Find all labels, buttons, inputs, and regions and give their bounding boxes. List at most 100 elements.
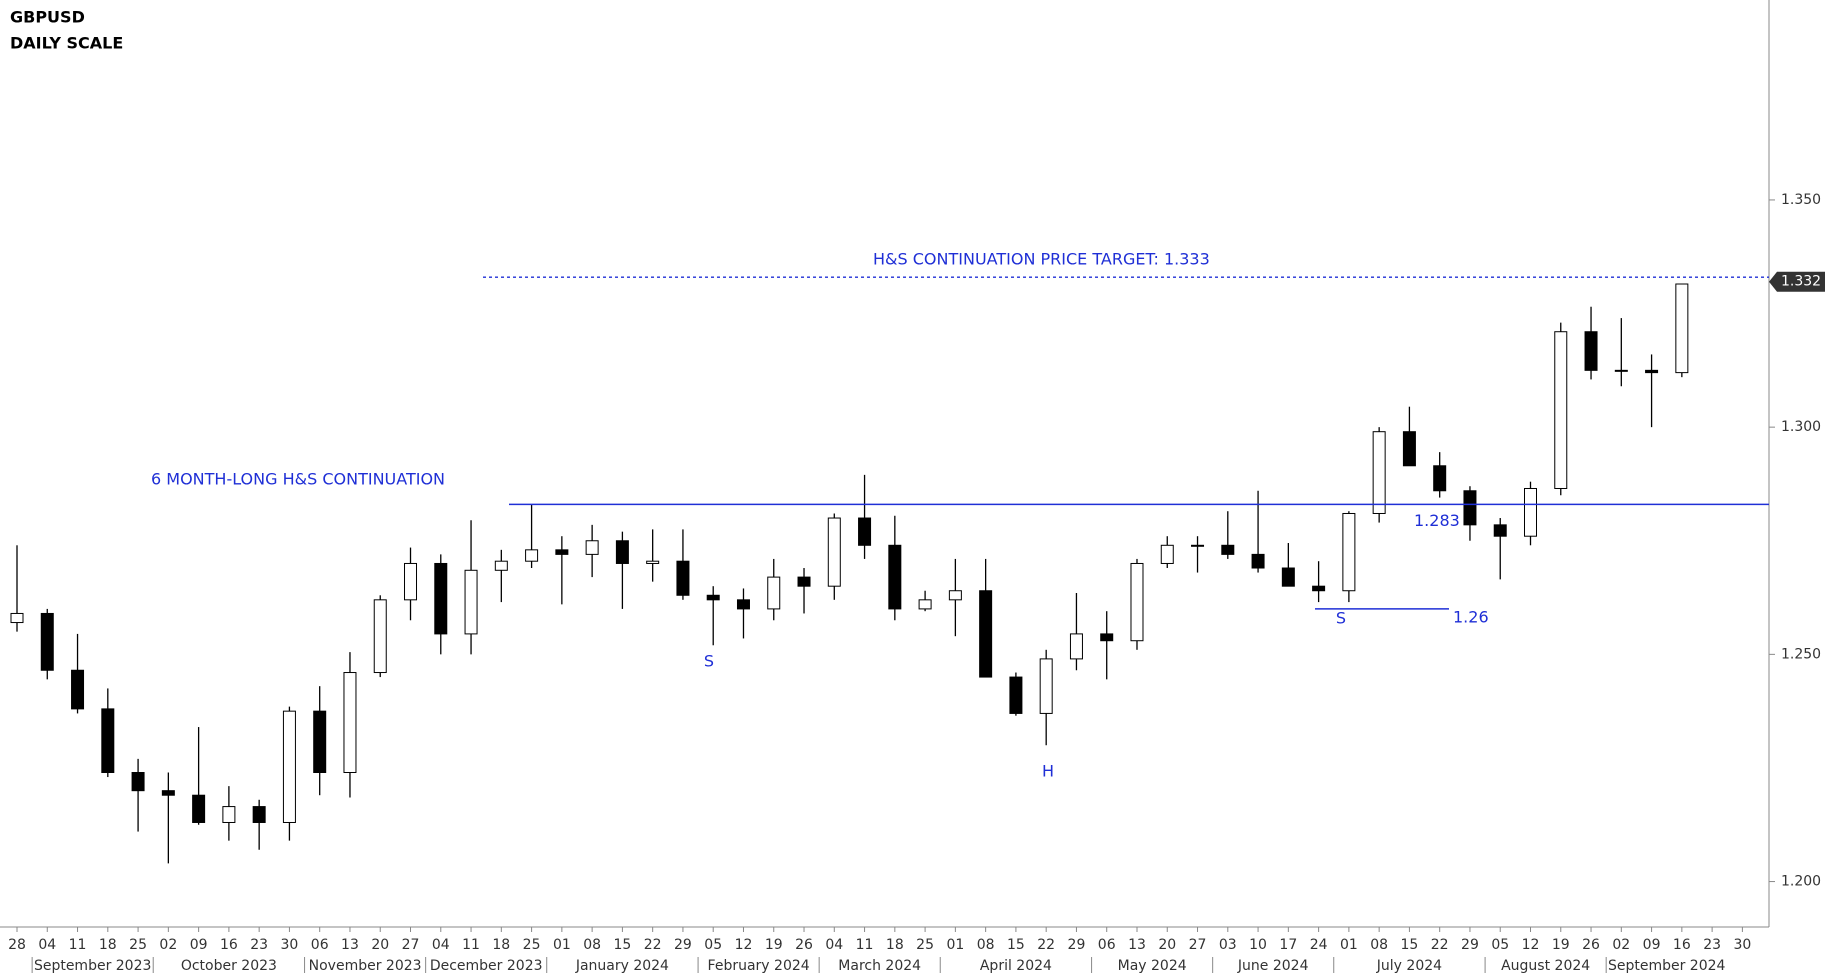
candle-body	[979, 590, 993, 678]
candle-body	[101, 708, 115, 773]
candle-body	[1463, 490, 1477, 526]
x-tick-label: 25	[129, 937, 147, 953]
candle-body	[736, 599, 750, 610]
x-tick-label: 19	[1552, 937, 1570, 953]
x-tick-label: 26	[795, 937, 813, 953]
x-tick-label: 27	[1189, 937, 1207, 953]
candle-body	[1372, 431, 1386, 514]
x-tick-label: 04	[825, 937, 843, 953]
candle-body	[343, 672, 357, 774]
candle-body	[434, 562, 448, 635]
candle-body	[40, 612, 54, 671]
x-tick-label: 01	[1340, 937, 1358, 953]
candle-body	[585, 540, 599, 555]
x-tick-label: 20	[1158, 937, 1176, 953]
x-tick-label: 01	[553, 937, 571, 953]
x-tick-label: 29	[1068, 937, 1086, 953]
x-tick-label: 16	[220, 937, 238, 953]
candle-body	[1221, 544, 1235, 555]
x-tick-label: 11	[856, 937, 874, 953]
candle-body	[676, 560, 690, 596]
x-tick-label: 15	[613, 937, 631, 953]
x-tick-label: 08	[1370, 937, 1388, 953]
x-tick-label: 05	[1491, 937, 1509, 953]
annotation: H&S CONTINUATION PRICE TARGET: 1.333	[873, 250, 1210, 269]
x-tick-label: 15	[1401, 937, 1419, 953]
month-label: July 2024	[1376, 958, 1442, 973]
month-label: November 2023	[309, 958, 422, 973]
candle-body	[615, 540, 629, 564]
x-tick-label: 28	[8, 937, 26, 953]
x-tick-label: 30	[1733, 937, 1751, 953]
candle-body	[313, 710, 327, 774]
x-tick-label: 11	[462, 937, 480, 953]
candle-body	[1433, 465, 1447, 492]
candle-body	[948, 590, 962, 601]
candle-body	[404, 562, 418, 601]
x-tick-label: 16	[1673, 937, 1691, 953]
price-tag	[1769, 271, 1825, 292]
candle-body	[767, 576, 781, 610]
candle-body	[161, 790, 175, 796]
x-tick-label: 06	[311, 937, 329, 953]
candle-body	[888, 544, 902, 610]
x-tick-label: 25	[523, 937, 541, 953]
candle-body	[252, 806, 266, 823]
x-tick-label: 03	[1219, 937, 1237, 953]
candle-body	[1281, 567, 1295, 587]
candle-body	[1402, 431, 1416, 467]
month-label: March 2024	[838, 958, 921, 973]
x-tick-label: 12	[735, 937, 753, 953]
candle-body	[1524, 487, 1537, 537]
candle-body	[464, 569, 478, 635]
candle-body	[222, 806, 236, 823]
x-tick-label: 19	[765, 937, 783, 953]
candle-body	[1069, 633, 1083, 660]
month-label: February 2024	[708, 958, 810, 973]
month-label: September 2024	[1608, 958, 1726, 973]
x-tick-label: 18	[886, 937, 904, 953]
candle-body	[71, 669, 85, 710]
candle-body	[1191, 544, 1205, 547]
month-label: August 2024	[1501, 958, 1590, 973]
candle-body	[1251, 553, 1265, 569]
x-tick-label: 20	[371, 937, 389, 953]
candle-body	[192, 794, 206, 823]
candle-body	[282, 710, 296, 823]
candle-body	[918, 599, 932, 610]
x-tick-label: 22	[1037, 937, 1055, 953]
x-tick-label: 17	[1279, 937, 1297, 953]
x-tick-label: 12	[1522, 937, 1540, 953]
x-tick-label: 09	[1643, 937, 1661, 953]
y-tick-label: 1.200	[1781, 874, 1821, 890]
month-label: June 2024	[1237, 958, 1309, 973]
month-label: September 2023	[34, 958, 151, 973]
candle-body	[494, 560, 508, 571]
annotation: 6 MONTH-LONG H&S CONTINUATION	[151, 470, 445, 489]
x-tick-label: 22	[1431, 937, 1449, 953]
annotation: 1.283	[1414, 511, 1460, 530]
candle-body	[1100, 633, 1114, 642]
candle-body	[858, 517, 872, 546]
x-tick-label: 29	[674, 937, 692, 953]
candle-body	[373, 599, 387, 674]
candle-body	[1554, 331, 1568, 489]
x-tick-label: 26	[1582, 937, 1600, 953]
annotation: S	[704, 652, 714, 671]
x-tick-label: 02	[1612, 937, 1630, 953]
annotation: H	[1042, 762, 1054, 781]
x-tick-label: 05	[704, 937, 722, 953]
candle-body	[1342, 512, 1356, 592]
candle-body	[131, 772, 145, 792]
price-tag-label: 1.332	[1781, 274, 1821, 290]
x-tick-label: 09	[190, 937, 208, 953]
month-label: December 2023	[430, 958, 543, 973]
candle-body	[1584, 331, 1598, 371]
annotation: 1.26	[1453, 607, 1489, 626]
candle-body	[1493, 524, 1507, 537]
candle-body	[1130, 562, 1144, 642]
candle-body	[646, 560, 660, 564]
x-tick-label: 18	[99, 937, 117, 953]
candle-body	[1009, 676, 1023, 714]
